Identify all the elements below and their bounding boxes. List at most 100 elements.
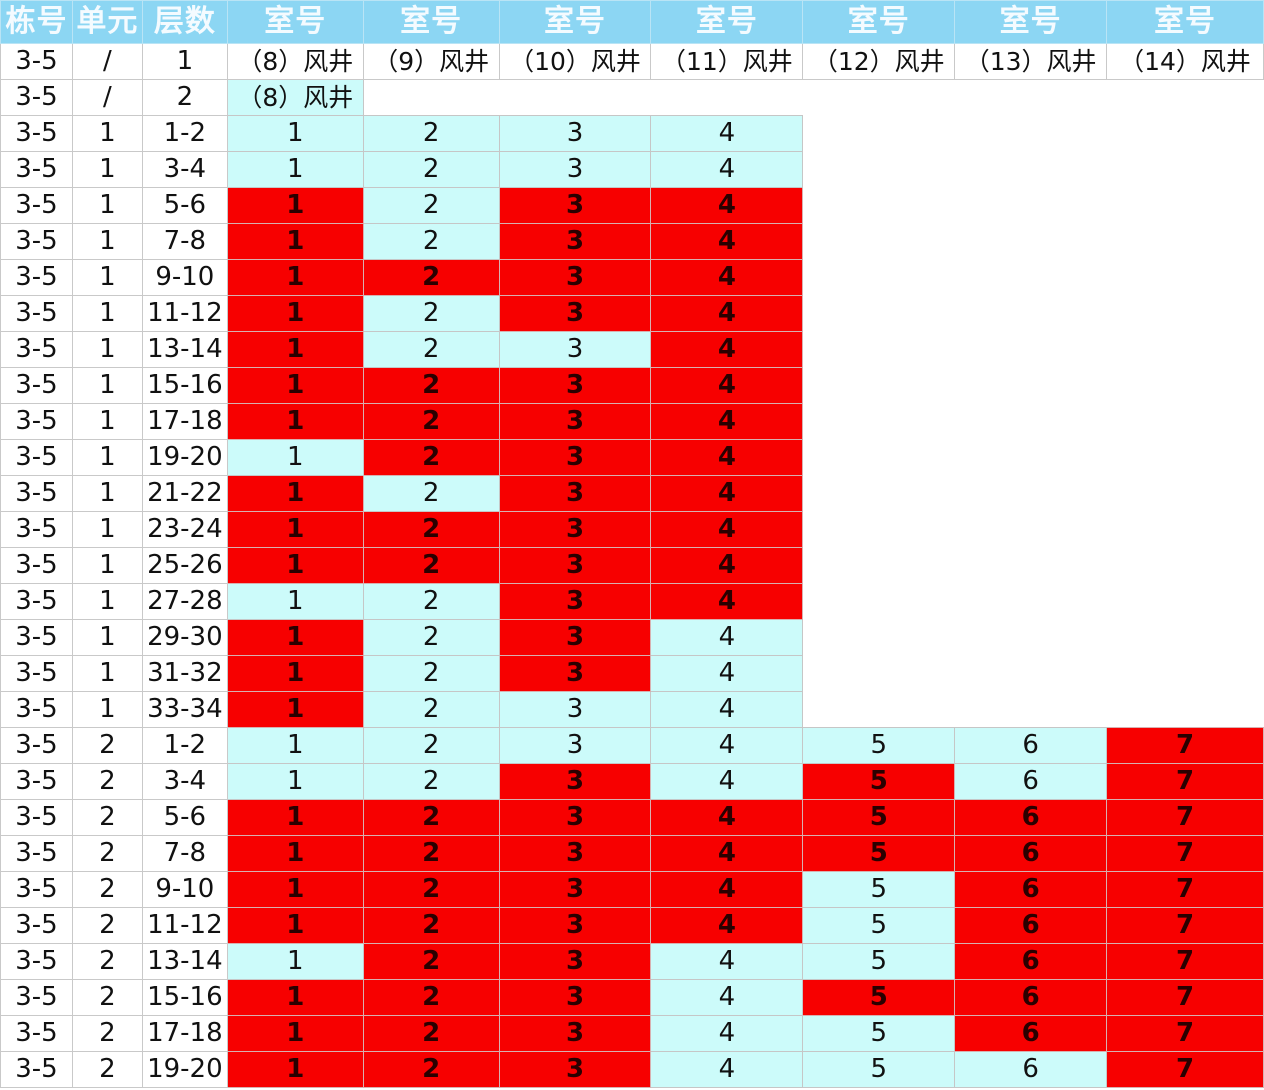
room-cell[interactable]: 4: [650, 511, 804, 548]
empty-cell[interactable]: [802, 583, 955, 620]
empty-cell[interactable]: [954, 367, 1107, 404]
building-cell[interactable]: 3-5: [0, 367, 73, 404]
room-cell[interactable]: 7: [1106, 979, 1264, 1016]
room-cell[interactable]: 6: [954, 835, 1108, 872]
room-cell[interactable]: 1: [226, 403, 364, 440]
room-cell[interactable]: 4: [650, 187, 804, 224]
building-cell[interactable]: 3-5: [0, 619, 73, 656]
room-cell[interactable]: 2: [362, 187, 500, 224]
empty-cell[interactable]: [802, 439, 955, 476]
room-cell[interactable]: 3: [498, 223, 652, 260]
header-unit[interactable]: 单元: [71, 0, 143, 44]
building-cell[interactable]: 3-5: [0, 43, 73, 80]
room-cell[interactable]: 1: [226, 259, 364, 296]
empty-cell[interactable]: [1106, 115, 1264, 152]
floor-range-cell[interactable]: 15-16: [141, 367, 228, 404]
unit-cell[interactable]: 1: [71, 619, 143, 656]
building-cell[interactable]: 3-5: [0, 907, 73, 944]
room-cell[interactable]: 6: [954, 1051, 1108, 1088]
empty-cell[interactable]: [802, 691, 955, 728]
empty-cell[interactable]: [954, 259, 1107, 296]
room-cell[interactable]: 4: [650, 655, 804, 692]
room-cell[interactable]: 5: [802, 1015, 956, 1052]
unit-cell[interactable]: 2: [71, 1051, 143, 1088]
building-cell[interactable]: 3-5: [0, 727, 73, 764]
room-cell[interactable]: 4: [650, 259, 804, 296]
empty-cell[interactable]: [954, 511, 1107, 548]
room-cell[interactable]: 2: [362, 871, 500, 908]
floor-range-cell[interactable]: 7-8: [141, 835, 228, 872]
room-cell[interactable]: 5: [802, 979, 956, 1016]
room-cell[interactable]: 6: [954, 727, 1108, 764]
room-cell[interactable]: 1: [226, 1051, 364, 1088]
room-cell[interactable]: 2: [362, 403, 500, 440]
unit-cell[interactable]: /: [71, 43, 143, 80]
room-cell[interactable]: 4: [650, 907, 804, 944]
building-cell[interactable]: 3-5: [0, 439, 73, 476]
building-cell[interactable]: 3-5: [0, 547, 73, 584]
unit-cell[interactable]: 1: [71, 691, 143, 728]
room-cell[interactable]: 4: [650, 151, 804, 188]
building-cell[interactable]: 3-5: [0, 223, 73, 260]
empty-cell[interactable]: [650, 79, 803, 116]
room-cell[interactable]: 1: [226, 295, 364, 332]
building-cell[interactable]: 3-5: [0, 655, 73, 692]
unit-cell[interactable]: 1: [71, 655, 143, 692]
building-cell[interactable]: 3-5: [0, 799, 73, 836]
room-cell[interactable]: 1: [226, 799, 364, 836]
empty-cell[interactable]: [954, 691, 1107, 728]
empty-cell[interactable]: [499, 79, 651, 116]
building-cell[interactable]: 3-5: [0, 835, 73, 872]
floor-range-cell[interactable]: 13-14: [141, 943, 228, 980]
empty-cell[interactable]: [1106, 79, 1264, 116]
room-cell[interactable]: 2: [362, 331, 500, 368]
room-cell[interactable]: 3: [498, 835, 652, 872]
room-cell[interactable]: 6: [954, 871, 1108, 908]
unit-cell[interactable]: 1: [71, 115, 143, 152]
empty-cell[interactable]: [802, 115, 955, 152]
room-cell[interactable]: 2: [362, 619, 500, 656]
room-cell[interactable]: 5: [802, 1051, 956, 1088]
floor-range-cell[interactable]: 5-6: [141, 187, 228, 224]
room-cell[interactable]: 5: [802, 871, 956, 908]
empty-cell[interactable]: [1106, 691, 1264, 728]
building-cell[interactable]: 3-5: [0, 511, 73, 548]
building-cell[interactable]: 3-5: [0, 295, 73, 332]
floor-range-cell[interactable]: 7-8: [141, 223, 228, 260]
room-cell[interactable]: 2: [362, 691, 500, 728]
empty-cell[interactable]: [1106, 511, 1264, 548]
unit-cell[interactable]: 2: [71, 799, 143, 836]
floor-range-cell[interactable]: 31-32: [141, 655, 228, 692]
room-cell[interactable]: 4: [650, 403, 804, 440]
room-cell[interactable]: 2: [362, 1051, 500, 1088]
building-cell[interactable]: 3-5: [0, 583, 73, 620]
room-cell[interactable]: 1: [226, 511, 364, 548]
room-cell[interactable]: 3: [498, 187, 652, 224]
room-cell[interactable]: 4: [650, 115, 804, 152]
room-cell[interactable]: 5: [802, 907, 956, 944]
building-cell[interactable]: 3-5: [0, 331, 73, 368]
room-cell[interactable]: 2: [362, 979, 500, 1016]
empty-cell[interactable]: [954, 115, 1107, 152]
empty-cell[interactable]: [802, 655, 955, 692]
room-cell[interactable]: 1: [226, 475, 364, 512]
unit-cell[interactable]: 2: [71, 943, 143, 980]
building-cell[interactable]: 3-5: [0, 187, 73, 224]
air-shaft-cell[interactable]: （9）风井: [362, 43, 500, 80]
unit-cell[interactable]: 1: [71, 439, 143, 476]
room-cell[interactable]: 1: [226, 763, 364, 800]
header-room[interactable]: 室号: [362, 0, 500, 44]
empty-cell[interactable]: [802, 151, 955, 188]
room-cell[interactable]: 4: [650, 475, 804, 512]
room-cell[interactable]: 3: [498, 655, 652, 692]
header-room[interactable]: 室号: [498, 0, 652, 44]
room-cell[interactable]: 2: [362, 1015, 500, 1052]
building-cell[interactable]: 3-5: [0, 1015, 73, 1052]
empty-cell[interactable]: [954, 583, 1107, 620]
unit-cell[interactable]: 1: [71, 151, 143, 188]
room-cell[interactable]: 2: [362, 439, 500, 476]
room-cell[interactable]: 4: [650, 979, 804, 1016]
room-cell[interactable]: 1: [226, 115, 364, 152]
room-cell[interactable]: 2: [362, 655, 500, 692]
room-cell[interactable]: 3: [498, 151, 652, 188]
